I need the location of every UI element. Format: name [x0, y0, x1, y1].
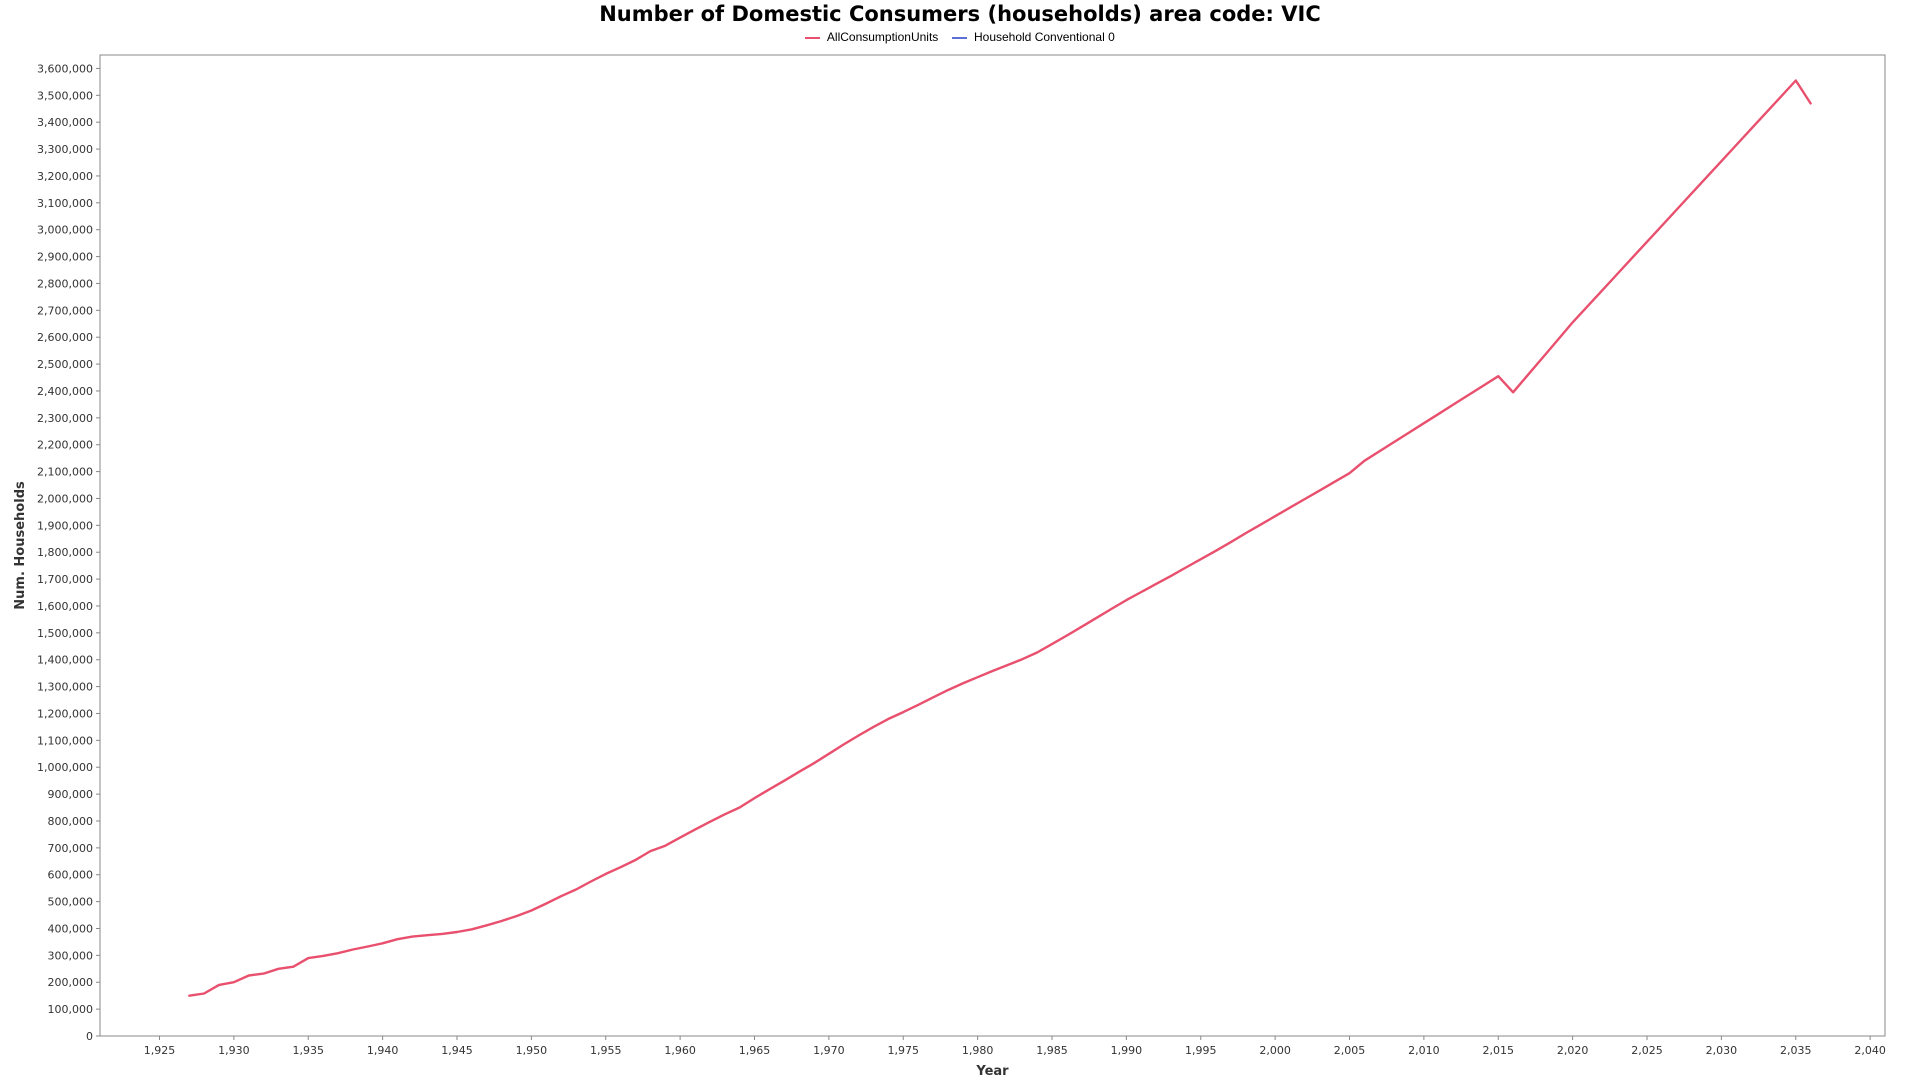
y-tick-label: 0	[86, 1030, 93, 1043]
y-tick-label: 100,000	[48, 1003, 94, 1016]
x-tick-label: 1,965	[739, 1044, 771, 1057]
plot-area	[99, 54, 1886, 1037]
y-tick-label: 1,700,000	[37, 573, 93, 586]
y-tick-label: 2,400,000	[37, 385, 93, 398]
legend-swatch-series-1	[805, 36, 821, 39]
y-tick-label: 300,000	[48, 949, 94, 962]
y-tick-label: 1,500,000	[37, 627, 93, 640]
y-tick-label: 1,400,000	[37, 654, 93, 667]
x-tick-label: 2,030	[1706, 1044, 1738, 1057]
y-tick-label: 3,200,000	[37, 170, 93, 183]
y-tick-label: 2,600,000	[37, 331, 93, 344]
x-tick-label: 1,955	[590, 1044, 622, 1057]
legend-label-series-1: AllConsumptionUnits	[826, 30, 939, 44]
x-tick-label: 2,025	[1631, 1044, 1663, 1057]
y-tick-label: 2,300,000	[37, 412, 93, 425]
y-tick-label: 500,000	[48, 896, 94, 909]
x-tick-label: 2,005	[1334, 1044, 1366, 1057]
x-tick-label: 1,990	[1111, 1044, 1143, 1057]
y-tick-label: 1,000,000	[37, 761, 93, 774]
chart-title: Number of Domestic Consumers (households…	[599, 2, 1321, 26]
x-axis-title: Year	[975, 1064, 1009, 1079]
y-tick-label: 700,000	[48, 842, 94, 855]
series-line-1	[188, 79, 1812, 997]
y-axis: 0 100,000 200,000 300,000 400,000 500,000 600,…	[37, 62, 100, 1043]
y-tick-label: 2,700,000	[37, 304, 93, 317]
y-tick-label: 2,000,000	[37, 492, 93, 505]
y-tick-label: 1,800,000	[37, 546, 93, 559]
x-tick-label: 1,945	[441, 1044, 473, 1057]
x-tick-label: 2,010	[1408, 1044, 1440, 1057]
y-tick-label: 1,600,000	[37, 600, 93, 613]
y-tick-label: 2,900,000	[37, 251, 93, 264]
y-tick-label: 600,000	[48, 869, 94, 882]
series-layer	[188, 79, 1812, 997]
x-tick-label: 1,950	[516, 1044, 548, 1057]
y-tick-label: 1,900,000	[37, 519, 93, 532]
x-tick-label: 1,960	[664, 1044, 696, 1057]
x-tick-label: 1,985	[1036, 1044, 1068, 1057]
x-tick-label: 1,970	[813, 1044, 845, 1057]
y-tick-label: 2,100,000	[37, 466, 93, 479]
x-tick-label: 1,935	[293, 1044, 325, 1057]
x-tick-label: 1,940	[367, 1044, 399, 1057]
y-tick-label: 1,200,000	[37, 707, 93, 720]
x-tick-label: 1,980	[962, 1044, 994, 1057]
x-tick-label: 1,930	[218, 1044, 250, 1057]
legend-item-series-2[interactable]: Household Conventional 0	[951, 30, 1115, 44]
y-axis-title: Num. Households	[13, 481, 28, 610]
y-tick-label: 3,100,000	[37, 197, 93, 210]
y-tick-label: 2,800,000	[37, 277, 93, 290]
y-tick-label: 900,000	[48, 788, 94, 801]
x-tick-label: 1,925	[144, 1044, 176, 1057]
y-tick-label: 800,000	[48, 815, 94, 828]
y-tick-label: 3,500,000	[37, 89, 93, 102]
y-tick-label: 400,000	[48, 922, 94, 935]
x-axis: 1,925 1,930 1,935 1,940 1,945 1,950 1,955 1,960…	[144, 1036, 1886, 1057]
x-tick-label: 2,035	[1780, 1044, 1812, 1057]
y-tick-label: 1,300,000	[37, 681, 93, 694]
y-tick-label: 3,400,000	[37, 116, 93, 129]
y-tick-label: 1,100,000	[37, 734, 93, 747]
x-tick-label: 2,040	[1854, 1044, 1886, 1057]
y-tick-label: 200,000	[48, 976, 94, 989]
y-tick-label: 3,000,000	[37, 224, 93, 237]
y-tick-label: 2,200,000	[37, 439, 93, 452]
x-tick-label: 1,975	[888, 1044, 920, 1057]
x-tick-label: 1,995	[1185, 1044, 1217, 1057]
y-tick-label: 2,500,000	[37, 358, 93, 371]
x-tick-label: 2,015	[1483, 1044, 1515, 1057]
y-tick-label: 3,300,000	[37, 143, 93, 156]
x-tick-label: 2,020	[1557, 1044, 1589, 1057]
y-tick-label: 3,600,000	[37, 62, 93, 75]
legend-swatch-series-2	[951, 36, 967, 39]
legend-label-series-2: Household Conventional 0	[973, 30, 1115, 44]
x-tick-label: 2,000	[1259, 1044, 1291, 1057]
legend-item-series-1[interactable]: AllConsumptionUnits	[805, 30, 938, 44]
legend: AllConsumptionUnits Household Convention…	[0, 30, 1920, 44]
